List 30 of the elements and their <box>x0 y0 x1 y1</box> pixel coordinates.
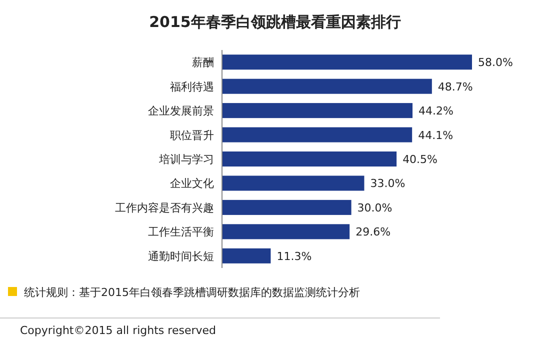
y-tick-label: 职位晋升 <box>170 128 214 142</box>
data-label: 30.0% <box>357 201 392 214</box>
y-tick-label: 薪酬 <box>192 56 214 70</box>
y-tick-label: 培训与学习 <box>158 153 214 166</box>
chart-title: 2015年春季白领跳槽最看重因素排行 <box>149 13 401 31</box>
data-label: 58.0% <box>478 56 513 70</box>
bar <box>222 103 413 118</box>
bar <box>222 151 397 167</box>
bar <box>222 54 472 70</box>
data-label: 44.2% <box>418 104 454 118</box>
bar <box>222 248 271 264</box>
bar <box>222 176 364 191</box>
bar <box>222 200 352 215</box>
y-tick-label: 企业文化 <box>170 177 214 190</box>
data-label: 29.6% <box>356 226 391 239</box>
data-label: 44.1% <box>418 128 454 142</box>
bar <box>222 127 412 142</box>
y-tick-label: 福利待遇 <box>170 80 214 94</box>
data-label: 48.7% <box>438 80 473 94</box>
y-tick-label: 工作生活平衡 <box>148 226 214 239</box>
y-tick-label: 企业发展前景 <box>148 104 214 118</box>
bar <box>222 224 350 240</box>
bar <box>222 78 432 94</box>
text: Copyright©2015 all rights reserved <box>20 324 216 337</box>
text: 统计规则：基于2015年白领春季跳槽调研数据库的数据监测统计分析 <box>24 286 360 299</box>
data-label: 33.0% <box>370 177 406 190</box>
data-label: 40.5% <box>402 153 438 166</box>
data-label: 11.3% <box>276 250 312 263</box>
y-tick-label: 工作内容是否有兴趣 <box>115 201 214 214</box>
y-tick-label: 通勤时间长短 <box>148 250 214 263</box>
